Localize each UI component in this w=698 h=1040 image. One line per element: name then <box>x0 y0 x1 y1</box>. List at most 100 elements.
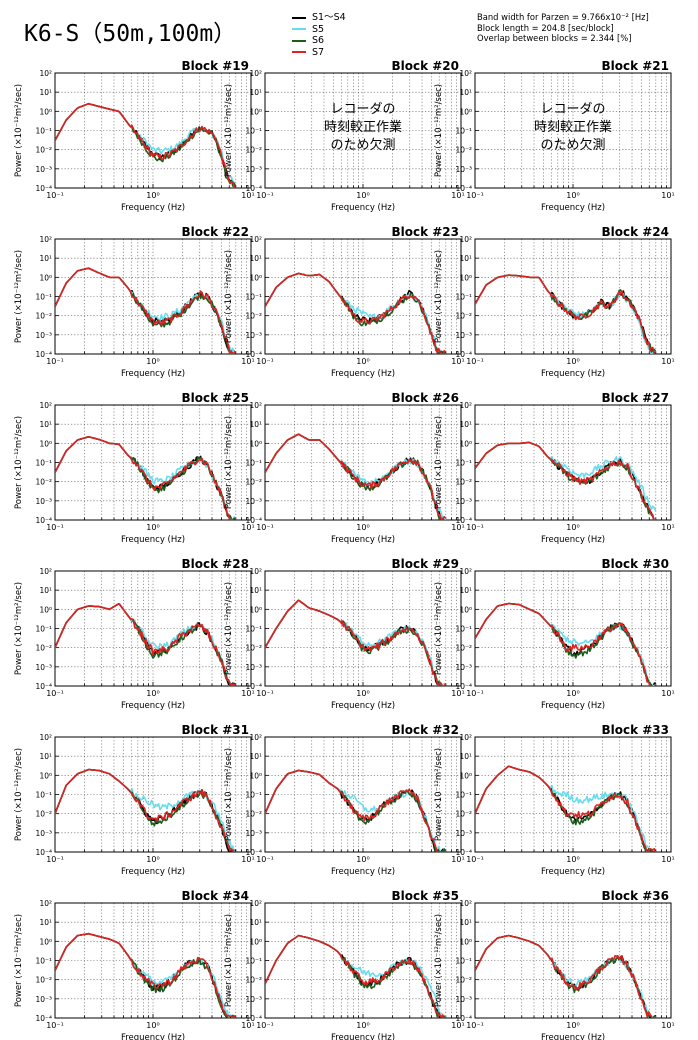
y-tick-label: 10² <box>39 69 52 78</box>
panel-title: Block #36 <box>601 889 669 903</box>
y-tick-label: 10⁻³ <box>245 663 262 672</box>
y-axis-label: Power (×10⁻¹²m²/sec) <box>14 84 24 177</box>
panel: 10⁻¹ 10⁰ 10¹10⁻⁴10⁻³10⁻²10⁻¹10⁰10¹10²Frequ… <box>434 557 675 711</box>
y-tick-label: 10⁻⁴ <box>455 848 472 857</box>
y-tick-label: 10⁰ <box>39 605 52 614</box>
panel: 10⁻¹ 10⁰ 10¹10⁻⁴10⁻³10⁻²10⁻¹10⁰10¹10²Frequ… <box>224 391 465 545</box>
panel: 10⁻¹ 10⁰ 10¹10⁻⁴10⁻³10⁻²10⁻¹10⁰10¹10²Frequ… <box>224 225 465 379</box>
y-tick-label: 10⁻¹ <box>245 459 262 468</box>
series-line-s1-s4 <box>55 267 237 354</box>
y-axis-label: Power (×10⁻¹²m²/sec) <box>224 582 234 675</box>
y-tick-label: 10⁰ <box>39 107 52 116</box>
y-axis-label: Power (×10⁻¹²m²/sec) <box>224 416 234 509</box>
missing-note: 時刻較正作業 <box>534 119 612 135</box>
series-line-s1-s4 <box>265 599 447 686</box>
series-group <box>475 934 657 1018</box>
series-line-s7 <box>265 599 447 686</box>
x-tick-label: 10¹ <box>451 357 464 366</box>
legend-label: S1～S4 <box>312 12 346 23</box>
panel: 10⁻¹ 10⁰ 10¹10⁻⁴10⁻³10⁻²10⁻¹10⁰10¹10²Frequ… <box>14 723 255 877</box>
y-tick-label: 10⁻¹ <box>455 791 472 800</box>
panel: 10⁻¹ 10⁰ 10¹10⁻⁴10⁻³10⁻²10⁻¹10⁰10¹10²Frequ… <box>434 59 675 213</box>
series-line-s7 <box>265 272 447 354</box>
series-group <box>475 274 657 354</box>
x-tick-label: 10¹ <box>661 191 674 200</box>
y-tick-label: 10⁻¹ <box>455 957 472 966</box>
panel: 10⁻¹ 10⁰ 10¹10⁻⁴10⁻³10⁻²10⁻¹10⁰10¹10²Frequ… <box>224 889 465 1040</box>
y-tick-label: 10⁻² <box>35 312 52 321</box>
series-group <box>265 599 447 686</box>
grid <box>265 737 461 852</box>
y-tick-label: 10² <box>459 69 472 78</box>
x-tick-label: 10⁰ <box>356 1021 369 1030</box>
panel-title: Block #24 <box>601 225 669 239</box>
y-tick-label: 10⁻¹ <box>35 957 52 966</box>
x-axis-label: Frequency (Hz) <box>541 369 605 379</box>
y-tick-label: 10¹ <box>459 752 472 761</box>
y-tick-label: 10⁻¹ <box>35 459 52 468</box>
y-tick-label: 10⁰ <box>459 439 472 448</box>
y-tick-label: 10⁻³ <box>455 331 472 340</box>
x-tick-label: 10⁰ <box>146 689 159 698</box>
y-tick-label: 10⁰ <box>459 107 472 116</box>
x-tick-label: 10¹ <box>241 191 254 200</box>
x-tick-label: 10⁰ <box>566 523 579 532</box>
y-tick-label: 10⁻⁴ <box>35 184 52 193</box>
y-tick-label: 10² <box>249 235 262 244</box>
x-tick-label: 10⁻¹ <box>256 689 274 698</box>
series-line-s7 <box>475 602 652 686</box>
y-tick-label: 10⁻³ <box>245 331 262 340</box>
x-tick-label: 10⁻¹ <box>256 523 274 532</box>
x-tick-label: 10⁰ <box>356 855 369 864</box>
y-tick-label: 10⁻⁴ <box>245 350 262 359</box>
y-tick-label: 10⁻³ <box>455 829 472 838</box>
y-tick-label: 10⁻² <box>245 146 262 155</box>
x-tick-label: 10¹ <box>241 855 254 864</box>
y-tick-label: 10¹ <box>39 586 52 595</box>
x-tick-label: 10¹ <box>241 689 254 698</box>
block-length-text: Block length = 204.8 [sec/block] <box>477 22 614 33</box>
missing-note: レコーダの <box>330 102 395 117</box>
panel: 10⁻¹ 10⁰ 10¹10⁻⁴10⁻³10⁻²10⁻¹10⁰10¹10²Frequ… <box>14 225 255 379</box>
series-line-s5 <box>265 599 447 686</box>
grid <box>265 903 461 1018</box>
y-tick-label: 10⁻⁴ <box>455 350 472 359</box>
grid <box>55 571 251 686</box>
y-tick-label: 10² <box>459 235 472 244</box>
grid <box>475 903 671 1018</box>
y-tick-label: 10⁰ <box>39 937 52 946</box>
legend-item-s7: S7 <box>292 47 346 59</box>
x-tick-label: 10¹ <box>451 191 464 200</box>
y-tick-label: 10⁻² <box>455 644 472 653</box>
x-tick-label: 10⁻¹ <box>46 357 64 366</box>
panel-title: Block #35 <box>391 889 459 903</box>
y-tick-label: 10⁻² <box>455 976 472 985</box>
missing-note: のため欠測 <box>330 137 395 153</box>
series-group <box>265 433 447 520</box>
panel-title: Block #20 <box>391 59 459 73</box>
x-axis-label: Frequency (Hz) <box>121 203 185 213</box>
y-axis-label: Power (×10⁻¹²m²/sec) <box>224 250 234 343</box>
panel-title: Block #27 <box>601 391 669 405</box>
y-tick-label: 10⁻¹ <box>455 293 472 302</box>
x-tick-label: 10⁰ <box>356 689 369 698</box>
y-axis-label: Power (×10⁻¹²m²/sec) <box>224 84 234 177</box>
series-line-s7 <box>55 932 237 1018</box>
y-tick-label: 10⁻³ <box>245 165 262 174</box>
grid <box>265 571 461 686</box>
x-tick-label: 10⁻¹ <box>466 523 484 532</box>
y-tick-label: 10¹ <box>459 586 472 595</box>
panel: 10⁻¹ 10⁰ 10¹10⁻⁴10⁻³10⁻²10⁻¹10⁰10¹10²Frequ… <box>14 59 255 213</box>
series-line-s7 <box>475 441 657 520</box>
x-tick-label: 10⁻¹ <box>466 689 484 698</box>
legend-item-s6: S6 <box>292 35 346 47</box>
series-line-s6 <box>265 599 446 686</box>
x-tick-label: 10⁻¹ <box>256 855 274 864</box>
y-tick-label: 10¹ <box>249 254 262 263</box>
y-axis-label: Power (×10⁻¹²m²/sec) <box>434 914 444 1007</box>
series-line-s7 <box>475 934 656 1018</box>
panel-title: Block #26 <box>391 391 459 405</box>
y-tick-label: 10⁻² <box>455 810 472 819</box>
x-tick-label: 10¹ <box>661 689 674 698</box>
